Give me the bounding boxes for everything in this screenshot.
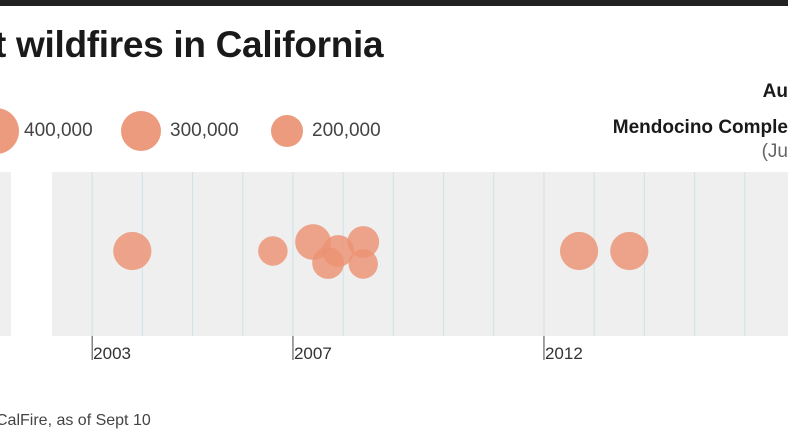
annotation-line-3: (Ju [761, 141, 788, 162]
legend-label: 300,000 [170, 120, 239, 141]
fire-bubble [560, 231, 599, 271]
annotation: Au Mendocino Comple (Ju [613, 78, 788, 162]
x-tick-label: 2007 [294, 344, 332, 363]
source-note: CalFire, as of Sept 10 [0, 412, 151, 429]
x-tick-label: 2012 [545, 344, 583, 363]
fire-bubble [113, 231, 152, 271]
plot-panel [52, 172, 788, 336]
legend-circle [0, 107, 20, 155]
legend-label: 400,000 [24, 120, 93, 141]
legend-label: 200,000 [312, 120, 381, 141]
fire-bubble [610, 231, 649, 271]
top-rule [0, 0, 788, 6]
fire-bubble [322, 235, 355, 267]
annotation-line-1: Au [762, 81, 788, 102]
annotation-line-2: Mendocino Comple [612, 117, 788, 138]
x-tick-label: 2003 [93, 344, 131, 363]
chart-title: t wildfires in California [0, 24, 384, 65]
plot-panel-left [0, 172, 11, 336]
legend-circle [270, 114, 304, 148]
fire-bubble [347, 226, 380, 258]
fire-bubble [348, 249, 378, 279]
fire-bubble [258, 236, 288, 266]
legend-circle [121, 111, 161, 151]
